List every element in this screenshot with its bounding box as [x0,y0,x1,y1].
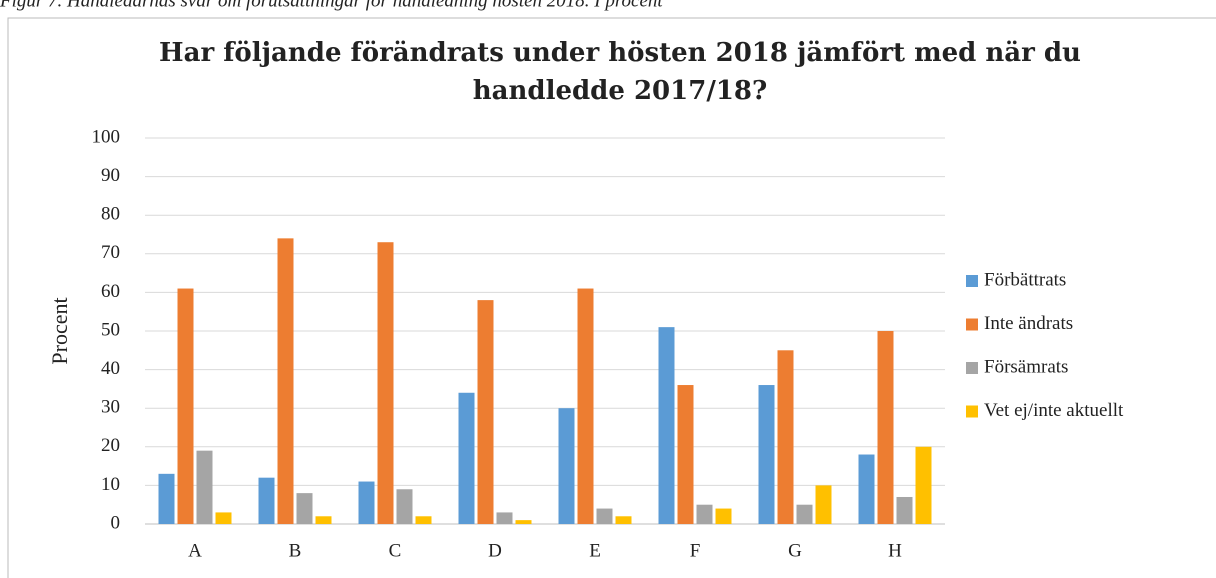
legend-label: Förbättrats [984,269,1066,290]
chart-title: handledde 2017/18? [473,76,767,106]
x-tick-label: F [690,540,701,561]
bar [715,508,732,524]
bar [377,242,394,524]
legend-label: Inte ändrats [984,313,1073,334]
y-tick-label: 10 [101,474,120,495]
legend-label: Vet ej/inte aktuellt [984,400,1124,421]
bar [177,288,194,524]
bar [415,516,432,524]
x-tick-label: A [188,540,202,561]
bar [277,238,294,525]
bar [215,512,232,524]
bar [677,385,694,524]
bar [196,450,213,524]
y-tick-label: 30 [101,397,120,418]
bar [758,385,775,524]
bar [596,508,613,524]
bar [696,504,713,524]
bar [315,516,332,524]
y-axis-label: Procent [47,297,72,364]
y-tick-label: 50 [101,319,120,340]
x-tick-label: D [488,540,502,561]
bar [458,392,475,524]
y-tick-label: 70 [101,242,120,263]
x-tick-label: E [589,540,601,561]
chart-title: Har följande förändrats under hösten 201… [159,38,1081,68]
y-tick-label: 100 [92,126,121,147]
bar [777,350,794,524]
bar [815,485,832,524]
bar [477,300,494,524]
legend-swatch [966,362,978,374]
bar [615,516,632,524]
bar [158,473,175,524]
x-tick-label: G [788,540,802,561]
bar [915,446,932,524]
legend-swatch [966,275,978,287]
bar [358,481,375,524]
bar [858,454,875,524]
y-tick-label: 80 [101,204,120,225]
legend-swatch [966,318,978,331]
bar [515,520,532,524]
bar [877,331,894,524]
legend-swatch [966,405,978,418]
bar [658,327,675,524]
bar [496,512,513,524]
caption: Figur 7. Handledarnas svar om förutsättn… [0,0,663,11]
x-tick-label: B [289,540,302,561]
y-tick-label: 0 [111,512,121,533]
bar [558,408,575,524]
x-tick-label: H [888,540,902,561]
y-tick-label: 20 [101,435,120,456]
y-tick-label: 60 [101,281,120,302]
bar [796,504,813,524]
bar [896,496,913,524]
bar [296,493,313,524]
legend-label: Försämrats [984,356,1068,377]
bar [258,477,275,524]
x-tick-label: C [389,540,402,561]
bar [396,489,413,524]
y-tick-label: 90 [101,165,120,186]
y-tick-label: 40 [101,358,120,379]
bar [577,288,594,524]
